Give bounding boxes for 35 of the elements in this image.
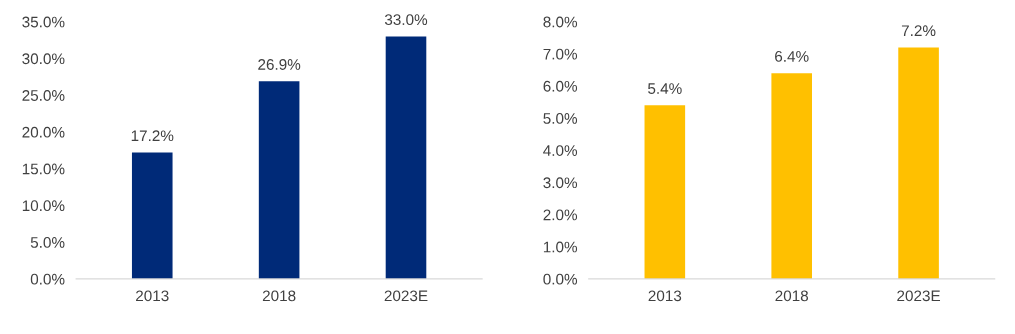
data-label: 6.4%: [775, 50, 809, 62]
bar: [644, 105, 686, 279]
data-label: 7.2%: [901, 25, 936, 37]
y-tick-label: 25.0%: [22, 90, 65, 101]
bar: [898, 47, 939, 279]
y-tick-label: 20.0%: [22, 126, 65, 138]
y-tick-label: 0.0%: [543, 273, 578, 285]
y-tick-label: 7.0%: [543, 48, 578, 60]
y-tick-label: 3.0%: [543, 177, 578, 189]
data-label: 17.2%: [131, 130, 174, 142]
bar: [131, 152, 173, 279]
bar: [771, 73, 812, 279]
y-tick-label: 0.0%: [30, 273, 65, 285]
y-tick-label: 8.0%: [543, 16, 578, 28]
y-tick-label: 4.0%: [543, 145, 578, 156]
x-tick-label: 2013: [136, 290, 169, 302]
y-tick-label: 10.0%: [22, 200, 65, 212]
y-tick-label: 6.0%: [543, 80, 578, 92]
data-label: 33.0%: [384, 14, 428, 26]
y-tick-label: 5.0%: [30, 237, 65, 248]
y-tick-label: 1.0%: [543, 241, 578, 253]
x-tick-label: 2023E: [897, 290, 941, 302]
x-tick-label: 2023E: [384, 290, 428, 302]
data-label: 26.9%: [258, 59, 301, 70]
x-tick-label: 2013: [648, 290, 682, 302]
y-tick-label: 5.0%: [543, 113, 578, 124]
data-label: 5.4%: [648, 83, 682, 94]
bar: [258, 81, 300, 279]
y-tick-label: 2.0%: [543, 209, 578, 221]
bar: [385, 36, 427, 279]
x-tick-label: 2018: [775, 290, 809, 302]
y-tick-label: 35.0%: [22, 16, 65, 28]
x-tick-label: 2018: [262, 290, 296, 302]
y-tick-label: 30.0%: [22, 53, 65, 65]
y-tick-label: 15.0%: [22, 163, 65, 175]
